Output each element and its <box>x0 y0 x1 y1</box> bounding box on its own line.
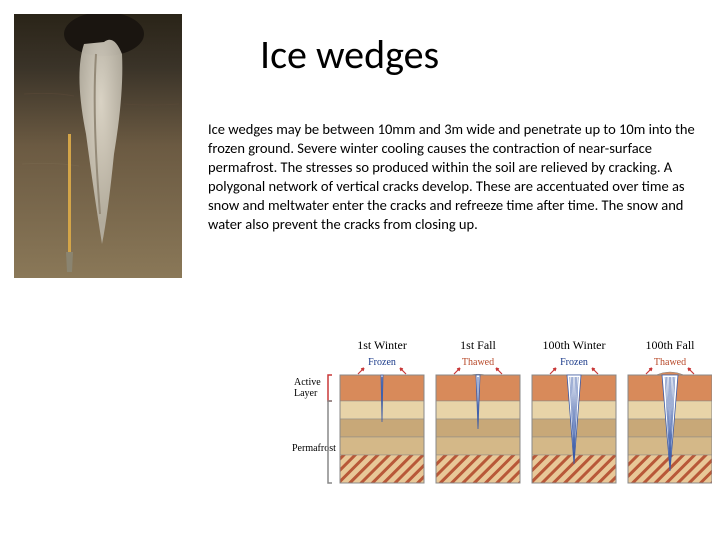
ice-wedge-photo <box>14 14 182 278</box>
svg-text:Thawed: Thawed <box>462 357 494 368</box>
svg-text:Thawed: Thawed <box>654 357 686 368</box>
page-title: Ice wedges <box>260 30 439 79</box>
svg-text:100th Fall: 100th Fall <box>645 338 695 352</box>
ice-wedge-formation-diagram: ActiveLayer Permafrost 1st Winter Frozen 1st… <box>292 335 712 500</box>
svg-text:Frozen: Frozen <box>368 357 396 368</box>
svg-text:Active: Active <box>294 377 321 388</box>
body-paragraph: Ice wedges may be between 10mm and 3m wi… <box>208 120 698 234</box>
svg-text:100th Winter: 100th Winter <box>543 338 606 352</box>
svg-text:1st Fall: 1st Fall <box>460 338 496 352</box>
svg-text:1st Winter: 1st Winter <box>357 338 407 352</box>
svg-text:Frozen: Frozen <box>560 357 588 368</box>
svg-text:Layer: Layer <box>294 388 318 399</box>
svg-text:Permafrost: Permafrost <box>292 443 336 454</box>
